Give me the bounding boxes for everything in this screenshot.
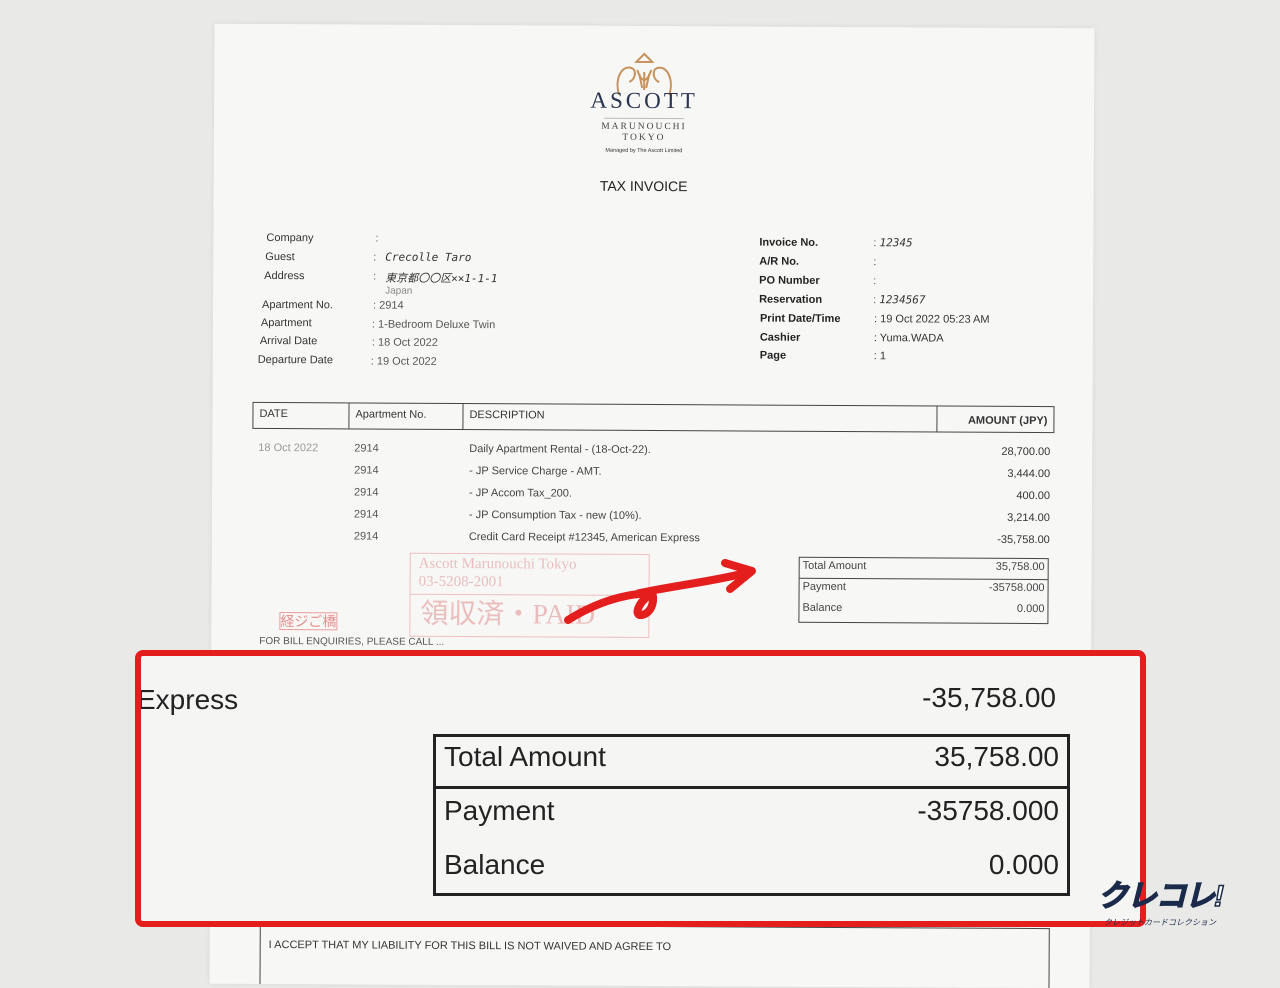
enquiries-text: FOR BILL ENQUIRIES, PLEASE CALL ... <box>259 635 445 648</box>
apartment-value: : 1-Bedroom Deluxe Twin <box>371 318 496 332</box>
logo-divider <box>604 117 685 120</box>
label-departure: Departure Date <box>257 353 334 367</box>
cell-apt: 2914 <box>353 508 379 521</box>
liability-text: I ACCEPT THAT MY LIABILITY FOR THIS BILL… <box>268 938 672 954</box>
seal-stamp: 経ジご橋 <box>279 612 338 631</box>
zoomed-totals-callout: Express -35,758.00 Total Amount 35,758.0… <box>135 650 1146 927</box>
label-arrival: Arrival Date <box>259 334 318 348</box>
total-amount-row: Total Amount 35,758.00 <box>799 557 1048 581</box>
label-cashier: Cashier <box>759 331 801 344</box>
cell-desc: Credit Card Receipt #12345, American Exp… <box>468 531 700 545</box>
label-page: Page <box>759 349 787 362</box>
apartment-no-value: : 2914 <box>373 299 404 312</box>
watermark-subtitle: クレジットカードコレクション <box>1104 918 1216 927</box>
cell-amount: -35,758.00 <box>997 533 1050 547</box>
label-reservation: Reservation <box>759 293 823 306</box>
cell-apt: 2914 <box>354 464 379 477</box>
table-body: 18 Oct 2022 2914 Daily Apartment Rental - … <box>215 24 1095 546</box>
cell-desc: - JP Accom Tax_200. <box>469 487 573 500</box>
ascott-crest-logo <box>616 52 672 96</box>
red-arrow-icon <box>564 559 756 624</box>
label-guest: Guest <box>265 250 295 264</box>
label-company: Company <box>266 231 314 245</box>
reservation-value: : 1234567 <box>873 293 926 307</box>
cell-amount: 3,444.00 <box>1007 467 1051 481</box>
zoom-balance-label: Balance <box>444 849 546 880</box>
colon: : <box>375 232 379 245</box>
watermark-logo: クレコレ! <box>1097 879 1225 914</box>
col-date: DATE <box>253 402 350 429</box>
table-row <box>215 24 1095 29</box>
cell-amount: 3,214.00 <box>1007 511 1050 525</box>
zoom-payment-value: -35758.000 <box>917 795 1059 826</box>
label-apartment: Apartment <box>260 316 312 330</box>
zoom-payment-label: Payment <box>444 795 555 826</box>
label-apartment-no: Apartment No. <box>262 298 333 312</box>
brand-location: MARUNOUCHI TOKYO <box>601 121 687 144</box>
label-ar-no: A/R No. <box>759 255 800 268</box>
cell-desc: - JP Consumption Tax - new (10%). <box>468 509 642 522</box>
zoom-desc: Express <box>137 684 239 715</box>
cell-desc: - JP Service Charge - AMT. <box>469 465 602 478</box>
print-date-value: : 19 Oct 2022 05:23 AM <box>873 313 990 326</box>
arrival-value: : 18 Oct 2022 <box>371 336 438 349</box>
table-header: DATE Apartment No. DESCRIPTION AMOUNT (J… <box>252 401 1055 434</box>
cashier-value: : Yuma.WADA <box>873 332 944 345</box>
balance-row: Balance 0.000 <box>802 601 1045 616</box>
label-print-date: Print Date/Time <box>759 312 841 325</box>
zoom-balance-value: 0.000 <box>988 849 1059 880</box>
col-description: DESCRIPTION <box>463 404 938 432</box>
payment-row: Payment -35758.000 <box>802 580 1045 595</box>
cell-amount: 28,700.00 <box>1001 445 1051 459</box>
zoom-totals-box: Total Amount 35,758.00 Payment -35758.00… <box>433 734 1070 896</box>
address-country: Japan <box>385 285 413 297</box>
brand-name: ASCOTT <box>590 87 698 114</box>
label-po-number: PO Number <box>759 274 820 287</box>
liability-box: I ACCEPT THAT MY LIABILITY FOR THIS BILL… <box>259 923 1050 988</box>
managed-by: Managed by The Ascott Limited <box>605 147 683 155</box>
invoice-paper: ASCOTT MARUNOUCHI TOKYO Managed by The As… <box>209 23 1095 988</box>
table-row <box>215 24 1095 29</box>
cell-amount: 400.00 <box>1016 489 1051 503</box>
table-row <box>215 24 1095 29</box>
label-address: Address <box>264 269 305 283</box>
cell-apt: 2914 <box>354 486 379 499</box>
col-apartment-no: Apartment No. <box>349 403 464 430</box>
zoom-total-label: Total Amount <box>444 741 606 772</box>
page-value: : 1 <box>873 350 887 363</box>
table-row <box>215 24 1095 29</box>
departure-value: : 19 Oct 2022 <box>370 355 437 368</box>
zoom-total-value: 35,758.00 <box>934 741 1059 772</box>
stamp-phone: 03-5208-2001 <box>418 573 504 591</box>
cell-date: 18 Oct 2022 <box>258 441 319 455</box>
cell-apt: 2914 <box>354 442 379 455</box>
col-amount: AMOUNT (JPY) <box>967 414 1048 428</box>
page-title: TAX INVOICE <box>599 177 688 195</box>
stamp-name: Ascott Marunouchi Tokyo <box>418 555 577 573</box>
cell-desc: Daily Apartment Rental - (18-Oct-22). <box>469 443 651 456</box>
table-row <box>215 24 1095 29</box>
address-value: 東京都〇〇区××1-1-1 <box>385 271 498 286</box>
guest-name: Crecolle Taro <box>385 250 472 265</box>
zoom-amount: -35,758.00 <box>922 682 1056 713</box>
invoice-no-value: : 12345 <box>873 236 913 250</box>
label-invoice-no: Invoice No. <box>759 236 819 249</box>
totals-box: Total Amount 35,758.00 Payment -35758.000 … <box>798 556 1049 625</box>
cell-apt: 2914 <box>353 530 379 543</box>
